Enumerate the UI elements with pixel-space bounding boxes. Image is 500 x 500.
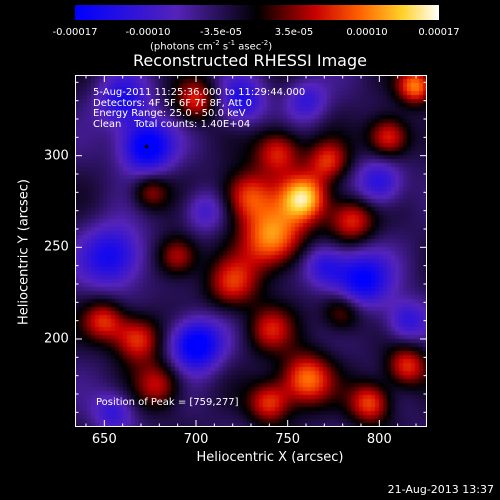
info-line: Energy Range: 25.0 - 50.0 keV xyxy=(93,108,246,119)
info-line: 5-Aug-2011 11:25:36.000 to 11:29:44.000 xyxy=(93,87,306,98)
footer-date: 21-Aug-2013 13:37 xyxy=(387,483,494,496)
info-line: Detectors: 4F 5F 6F 7F 8F, Att 0 xyxy=(93,97,253,109)
colorbar-tick-label: 3.5e-05 xyxy=(274,27,314,38)
image-plot xyxy=(75,75,427,427)
observation-info: 5-Aug-2011 11:25:36.000 to 11:29:44.000 D… xyxy=(93,87,306,130)
peak-marker xyxy=(144,144,149,149)
x-axis-label: Heliocentric X (arcsec) xyxy=(196,450,344,465)
info-line: Clean Total counts: 1.40E+04 xyxy=(93,118,251,130)
peak-position-text: Position of Peak = [759,277] xyxy=(96,397,239,408)
colorbar-tick-label: 0.00017 xyxy=(418,27,460,38)
x-tick-label: 800 xyxy=(366,432,392,447)
y-tick-label: 200 xyxy=(44,331,69,347)
colorbar-units: (photons cm-2 s-1 asec-2) xyxy=(150,39,273,53)
y-tick-label: 300 xyxy=(44,148,69,164)
colorbar-tick-label: -0.00017 xyxy=(52,27,98,38)
chart-title: Reconstructed RHESSI Image xyxy=(133,51,367,70)
colorbar-tick-label: -0.00010 xyxy=(125,27,171,38)
x-tick-label: 750 xyxy=(275,432,301,447)
colorbar-tick-label: -3.5e-05 xyxy=(200,27,242,38)
colorbar-tick-label: 0.00010 xyxy=(346,27,388,38)
heatmap-image xyxy=(75,75,427,427)
y-tick-label: 250 xyxy=(44,239,69,255)
x-tick-label: 700 xyxy=(183,432,209,447)
x-tick-label: 650 xyxy=(91,432,117,447)
y-axis-label: Heliocentric Y (arcsec) xyxy=(16,179,32,325)
colorbar xyxy=(75,5,439,20)
